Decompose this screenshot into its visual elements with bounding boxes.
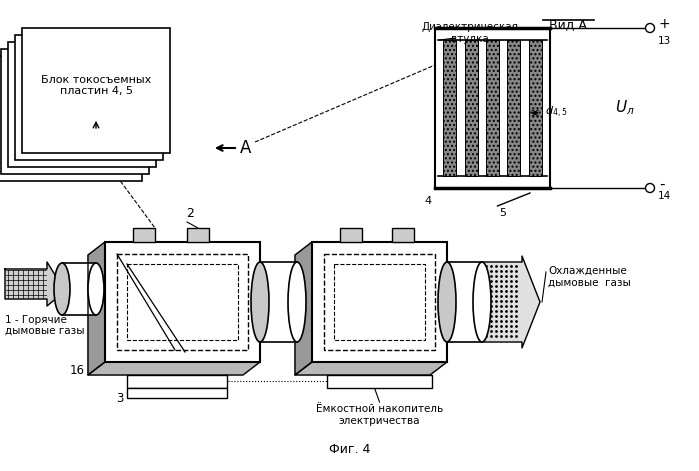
Bar [443, 40, 456, 176]
Bar [465, 40, 477, 176]
Text: А: А [240, 139, 252, 157]
Ellipse shape [54, 263, 70, 315]
Text: 3: 3 [116, 392, 124, 405]
Polygon shape [5, 262, 65, 306]
Text: Фиг. 4: Фиг. 4 [329, 443, 370, 456]
Text: дымовые  газы: дымовые газы [548, 278, 630, 288]
Bar [105, 242, 260, 362]
Bar [334, 264, 425, 340]
Circle shape [645, 24, 654, 32]
Bar [1, 49, 149, 174]
Bar [127, 264, 238, 340]
Text: Блок токосъемных
пластин 4, 5: Блок токосъемных пластин 4, 5 [41, 75, 151, 96]
Text: дымовые газы: дымовые газы [5, 326, 85, 336]
Text: 13: 13 [658, 36, 671, 46]
Bar [127, 375, 227, 388]
Circle shape [645, 184, 654, 193]
Text: электричества: электричества [339, 416, 420, 426]
Text: Вид А: Вид А [549, 18, 587, 31]
Bar [133, 228, 155, 242]
Bar [528, 40, 542, 176]
Bar [447, 262, 482, 342]
Text: $d_{4,5}$: $d_{4,5}$ [545, 105, 567, 120]
Text: Охлажденные: Охлажденные [548, 266, 627, 276]
Bar [0, 56, 142, 181]
Text: 1 - Горячие: 1 - Горячие [5, 315, 67, 325]
Polygon shape [295, 242, 312, 375]
Text: 14: 14 [658, 191, 671, 201]
Bar [260, 262, 297, 342]
Text: -: - [659, 177, 665, 192]
Polygon shape [88, 242, 105, 375]
Text: 4: 4 [425, 196, 432, 206]
Ellipse shape [88, 263, 104, 315]
Text: +: + [659, 17, 670, 31]
Bar [486, 40, 499, 176]
Text: 16: 16 [70, 364, 85, 376]
Ellipse shape [473, 262, 491, 342]
Ellipse shape [251, 262, 269, 342]
Polygon shape [295, 362, 447, 375]
Bar [8, 42, 156, 167]
Bar [22, 28, 170, 153]
Bar [327, 375, 432, 388]
Bar [507, 40, 520, 176]
Text: 5: 5 [499, 208, 506, 218]
Bar [187, 228, 209, 242]
Bar [15, 35, 163, 160]
Bar [127, 388, 227, 398]
Text: Диэлектрическая
втулка: Диэлектрическая втулка [421, 22, 519, 44]
Ellipse shape [288, 262, 306, 342]
Bar [312, 242, 447, 362]
Bar [324, 254, 435, 350]
Bar [340, 228, 362, 242]
Text: 2: 2 [186, 207, 194, 220]
Bar [392, 228, 414, 242]
Polygon shape [88, 362, 260, 375]
Text: Ёмкостной накопитель: Ёмкостной накопитель [316, 404, 443, 414]
Bar [117, 254, 248, 350]
Text: $U_л$: $U_л$ [615, 98, 635, 117]
Bar [62, 263, 96, 315]
Ellipse shape [438, 262, 456, 342]
Polygon shape [482, 256, 540, 348]
